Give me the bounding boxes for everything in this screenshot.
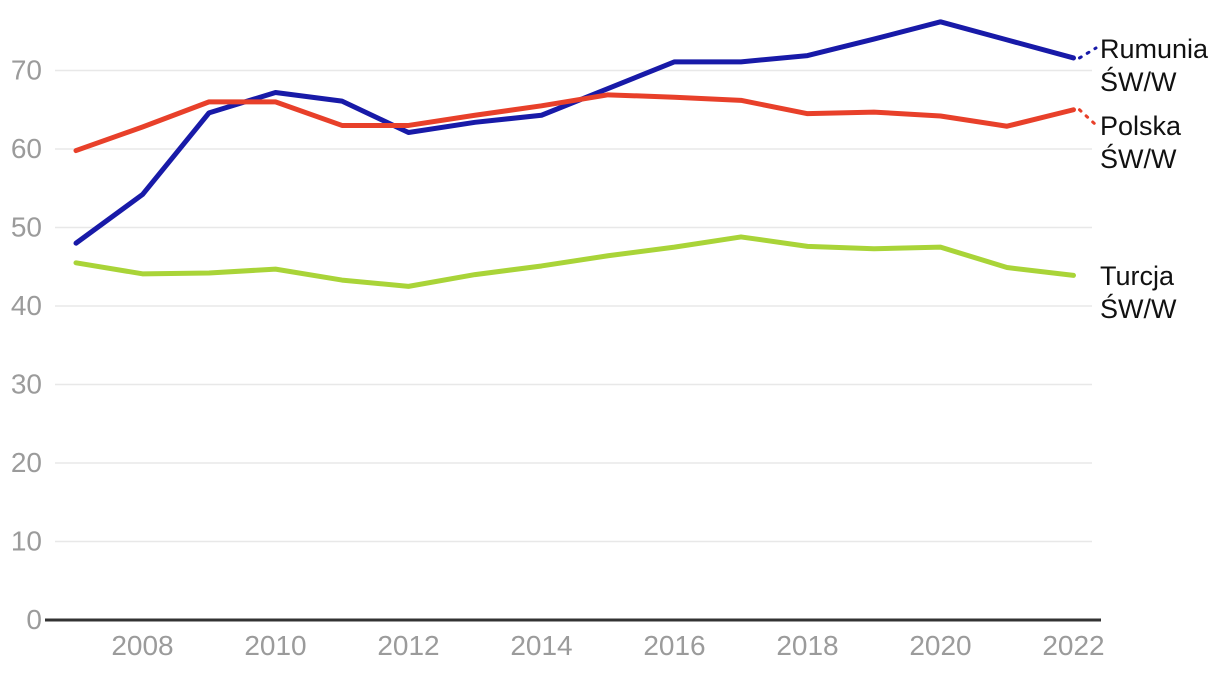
series-label-rumunia-line1: Rumunia <box>1100 34 1209 64</box>
x-tick-label-2018: 2018 <box>776 630 838 661</box>
series-end-label-polska: Polska ŚW/W <box>1100 110 1181 176</box>
y-tick-label-50: 50 <box>11 212 42 243</box>
series-leader-rumunia <box>1078 46 1098 60</box>
series-line-rumunia <box>73 19 1076 246</box>
series-line-polska <box>73 92 1076 154</box>
y-tick-label-40: 40 <box>11 290 42 321</box>
series-label-rumunia-line2: ŚW/W <box>1100 67 1177 97</box>
y-tick-label-30: 30 <box>11 369 42 400</box>
series-line-turcja <box>73 234 1076 289</box>
x-tick-label-2012: 2012 <box>377 630 439 661</box>
x-tick-label-2008: 2008 <box>111 630 173 661</box>
series-end-label-rumunia: Rumunia ŚW/W <box>1100 33 1208 99</box>
y-tick-label-60: 60 <box>11 133 42 164</box>
series-label-polska-line2: ŚW/W <box>1100 144 1177 174</box>
x-tick-label-2020: 2020 <box>909 630 971 661</box>
x-tick-label-2022: 2022 <box>1042 630 1104 661</box>
y-tick-label-20: 20 <box>11 447 42 478</box>
x-tick-label-2014: 2014 <box>510 630 572 661</box>
series-label-turcja-line1: Turcja <box>1100 261 1175 291</box>
y-tick-label-0: 0 <box>26 604 42 635</box>
series-label-turcja-line2: ŚW/W <box>1100 294 1177 324</box>
series-label-polska-line1: Polska <box>1100 111 1182 141</box>
series-leader-polska <box>1078 108 1098 127</box>
x-tick-label-2016: 2016 <box>643 630 705 661</box>
series-end-label-turcja: Turcja ŚW/W <box>1100 260 1176 326</box>
x-tick-label-2010: 2010 <box>244 630 306 661</box>
y-tick-label-70: 70 <box>11 55 42 86</box>
y-tick-label-10: 10 <box>11 526 42 557</box>
